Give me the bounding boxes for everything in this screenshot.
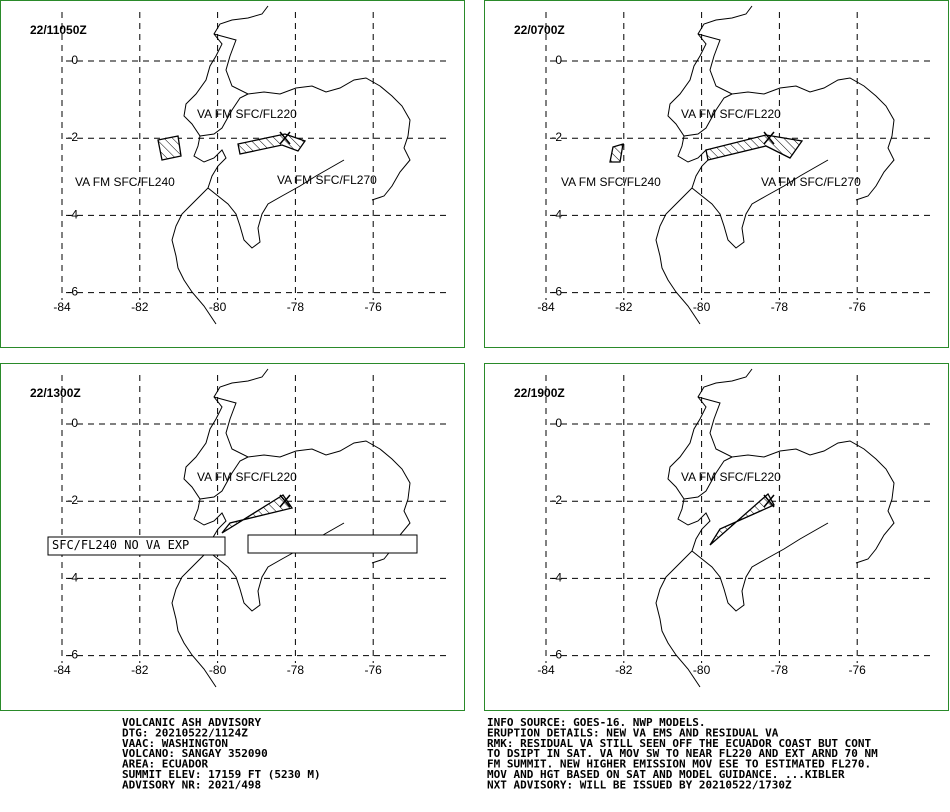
map-panel: -84 -82 -80 -78 -76 0 -2 -4 -6 22/1900Z VA FM SFC/…: [484, 363, 949, 711]
advisory-line: FM SUMMIT. NEW HIGHER EMISSION MOV ESE T…: [487, 758, 871, 771]
advisory-line: SUMMIT ELEV: 17159 FT (5230 M): [122, 768, 321, 781]
lat-tick-label: 0: [71, 416, 78, 430]
map-panel: -84 -82 -80 -78 -76 0 -2 -4 -6 22/0700Z VA FM SFC/…: [484, 0, 949, 348]
lat-tick-label: -4: [551, 570, 562, 584]
panel-time: 22/1300Z: [30, 386, 81, 400]
area-label: VA FM SFC/FL220: [681, 107, 781, 121]
advisory-line: AREA: ECUADOR: [122, 758, 208, 771]
ash-area: [705, 134, 804, 161]
lon-tick-label: -76: [365, 663, 383, 677]
panel-border: [0, 0, 465, 348]
ash-area: [157, 135, 182, 161]
advisory-line: VOLCANIC ASH ADVISORY: [122, 716, 261, 729]
area-label: SFC/FL240 NO VA EXP: [52, 538, 189, 552]
panel-time: 22/1900Z: [514, 386, 565, 400]
lat-tick-label: -4: [67, 207, 78, 221]
lon-tick-label: -76: [365, 300, 383, 314]
coastline: [171, 5, 411, 325]
panel-time: 22/11050Z: [30, 23, 87, 37]
ash-area: [221, 494, 294, 534]
lon-tick-label: -84: [53, 663, 71, 677]
lon-tick-label: -76: [849, 300, 867, 314]
advisory-line: MOV AND HGT BASED ON SAT AND MODEL GUIDA…: [487, 768, 845, 781]
advisory-line: NXT ADVISORY: WILL BE ISSUED BY 20210522…: [487, 778, 792, 791]
area-label: VA FM SFC/FL220: [197, 107, 297, 121]
lon-tick-label: -78: [287, 663, 305, 677]
advisory-line: ADVISORY NR: 2021/498: [122, 778, 261, 791]
lon-tick-label: -80: [693, 663, 711, 677]
coastline: [655, 5, 895, 325]
lon-tick-label: -82: [131, 663, 149, 677]
lon-tick-label: -80: [693, 300, 711, 314]
area-label: VA FM SFC/FL220: [197, 470, 297, 484]
lat-tick-label: 0: [555, 53, 562, 67]
volcano: [763, 131, 775, 145]
lat-tick-label: -2: [67, 130, 78, 144]
panel-border: [484, 363, 949, 711]
lon-tick-label: -78: [771, 663, 789, 677]
map-panel: -84 -82 -80 -78 -76 0 -2 -4 -6 22/11050Z VA FM SFC…: [0, 0, 465, 348]
lat-tick-label: -2: [551, 130, 562, 144]
lat-tick-label: -6: [67, 285, 78, 299]
panel-time: 22/0700Z: [514, 23, 565, 37]
lon-tick-label: -76: [849, 663, 867, 677]
area-label: VA FM SFC/FL270: [761, 175, 861, 189]
area-label: VA FM SFC/FL270: [277, 173, 377, 187]
lon-tick-label: -84: [537, 663, 555, 677]
coastline: [655, 368, 895, 688]
advisory-line: DTG: 20210522/1124Z: [122, 726, 248, 739]
advisory-line: ERUPTION DETAILS: NEW VA EMS AND RESIDUA…: [487, 726, 779, 739]
volcano: [279, 131, 291, 145]
lat-tick-label: -6: [551, 285, 562, 299]
label-box: [247, 534, 418, 554]
lon-tick-label: -80: [209, 663, 227, 677]
lat-tick-label: -6: [551, 648, 562, 662]
coastline: [171, 368, 411, 688]
lon-tick-label: -82: [131, 300, 149, 314]
lon-tick-label: -78: [287, 300, 305, 314]
area-label: VA FM SFC/FL220: [681, 470, 781, 484]
lon-tick-label: -82: [615, 663, 633, 677]
advisory-line: TO DSIPT IN SAT. VA MOV SW TO NEAR FL220…: [487, 747, 878, 760]
lat-tick-label: 0: [71, 53, 78, 67]
lat-tick-label: -2: [551, 493, 562, 507]
advisory-line: VOLCANO: SANGAY 352090: [122, 747, 268, 760]
lon-tick-label: -82: [615, 300, 633, 314]
advisory-line: RMK: RESIDUAL VA STILL SEEN OFF THE ECUA…: [487, 737, 871, 750]
ash-area: [609, 143, 624, 163]
area-label: VA FM SFC/FL240: [561, 175, 661, 189]
lat-tick-label: -6: [67, 648, 78, 662]
lat-tick-label: 0: [555, 416, 562, 430]
lat-tick-label: -4: [551, 207, 562, 221]
lat-tick-label: -2: [67, 493, 78, 507]
advisory-line: VAAC: WASHINGTON: [122, 737, 228, 750]
lon-tick-label: -78: [771, 300, 789, 314]
area-label: VA FM SFC/FL240: [75, 175, 175, 189]
volcano: [279, 494, 291, 508]
lon-tick-label: -84: [537, 300, 555, 314]
label-box: [47, 536, 226, 556]
volcano: [763, 494, 775, 508]
panel-border: [484, 0, 949, 348]
panel-border: [0, 363, 465, 711]
lon-tick-label: -80: [209, 300, 227, 314]
map-panel: -84 -82 -80 -78 -76 0 -2 -4 -6 22/1300Z VA FM SFC/…: [0, 363, 465, 711]
ash-area: [709, 492, 775, 546]
lon-tick-label: -84: [53, 300, 71, 314]
advisory-line: INFO SOURCE: GOES-16. NWP MODELS.: [487, 716, 706, 729]
lat-tick-label: -4: [67, 570, 78, 584]
ash-area: [237, 133, 307, 155]
